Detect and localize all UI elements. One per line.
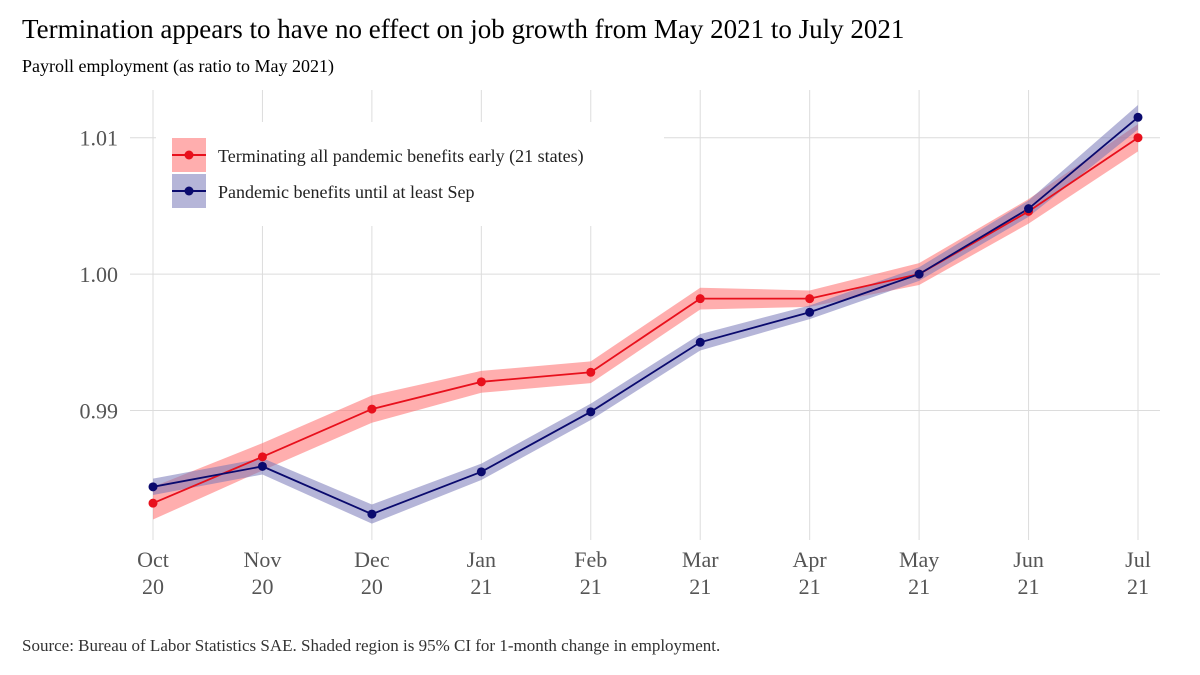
legend-entry-benefits-until-sep: Pandemic benefits until at least Sep bbox=[172, 174, 474, 208]
x-tick-label: Feb 21 bbox=[574, 547, 607, 599]
y-tick-label: 0.99 bbox=[80, 398, 119, 423]
data-point-series-1 bbox=[148, 482, 158, 492]
x-tick-label: Nov 20 bbox=[243, 547, 281, 599]
data-point-series-0 bbox=[476, 377, 486, 387]
series-points bbox=[148, 112, 1143, 519]
legend: Terminating all pandemic benefits early … bbox=[156, 122, 664, 226]
data-point-series-1 bbox=[367, 509, 377, 519]
data-point-series-0 bbox=[148, 498, 158, 508]
data-point-series-0 bbox=[1133, 133, 1143, 143]
legend-label: Terminating all pandemic benefits early … bbox=[218, 146, 584, 167]
data-point-series-1 bbox=[914, 269, 924, 279]
data-point-series-1 bbox=[805, 307, 815, 317]
legend-key-point bbox=[184, 186, 194, 196]
data-point-series-0 bbox=[257, 452, 267, 462]
x-tick-label: Jun 21 bbox=[1013, 547, 1044, 599]
data-point-series-1 bbox=[1024, 204, 1034, 214]
x-tick-label: Mar 21 bbox=[682, 547, 719, 599]
chart-subtitle: Payroll employment (as ratio to May 2021… bbox=[22, 56, 334, 76]
y-tick-label: 1.00 bbox=[80, 262, 119, 287]
series-line-0 bbox=[152, 136, 1139, 505]
series-line-1 bbox=[152, 116, 1139, 516]
data-point-series-0 bbox=[586, 367, 596, 377]
chart-source-caption: Source: Bureau of Labor Statistics SAE. … bbox=[22, 636, 721, 655]
x-tick-label: Jul 21 bbox=[1125, 547, 1151, 599]
legend-background bbox=[156, 122, 664, 226]
series-lines bbox=[152, 116, 1139, 516]
data-point-series-1 bbox=[695, 337, 705, 347]
x-tick-label: Apr 21 bbox=[793, 547, 828, 599]
x-tick-label: Jan 21 bbox=[467, 547, 496, 599]
y-tick-label: 1.01 bbox=[80, 126, 119, 151]
legend-label: Pandemic benefits until at least Sep bbox=[218, 182, 474, 202]
x-tick-label: May 21 bbox=[899, 547, 939, 599]
data-point-series-1 bbox=[1133, 112, 1143, 122]
data-point-series-1 bbox=[257, 461, 267, 471]
chart-title: Termination appears to have no effect on… bbox=[22, 14, 905, 44]
x-tick-label: Oct 20 bbox=[137, 547, 169, 599]
x-tick-label: Dec 20 bbox=[354, 547, 390, 599]
data-point-series-0 bbox=[367, 404, 377, 414]
legend-key-point bbox=[184, 150, 194, 160]
legend-entry-early-termination: Terminating all pandemic benefits early … bbox=[172, 138, 584, 172]
data-point-series-1 bbox=[476, 467, 486, 477]
data-point-series-0 bbox=[805, 294, 815, 304]
axis-labels: 0.99 1.00 1.01 Oct 20 Nov 20 Dec 20 Jan 21 Feb 21 Mar… bbox=[80, 126, 1151, 599]
data-point-series-0 bbox=[695, 294, 705, 304]
data-point-series-1 bbox=[586, 407, 596, 417]
